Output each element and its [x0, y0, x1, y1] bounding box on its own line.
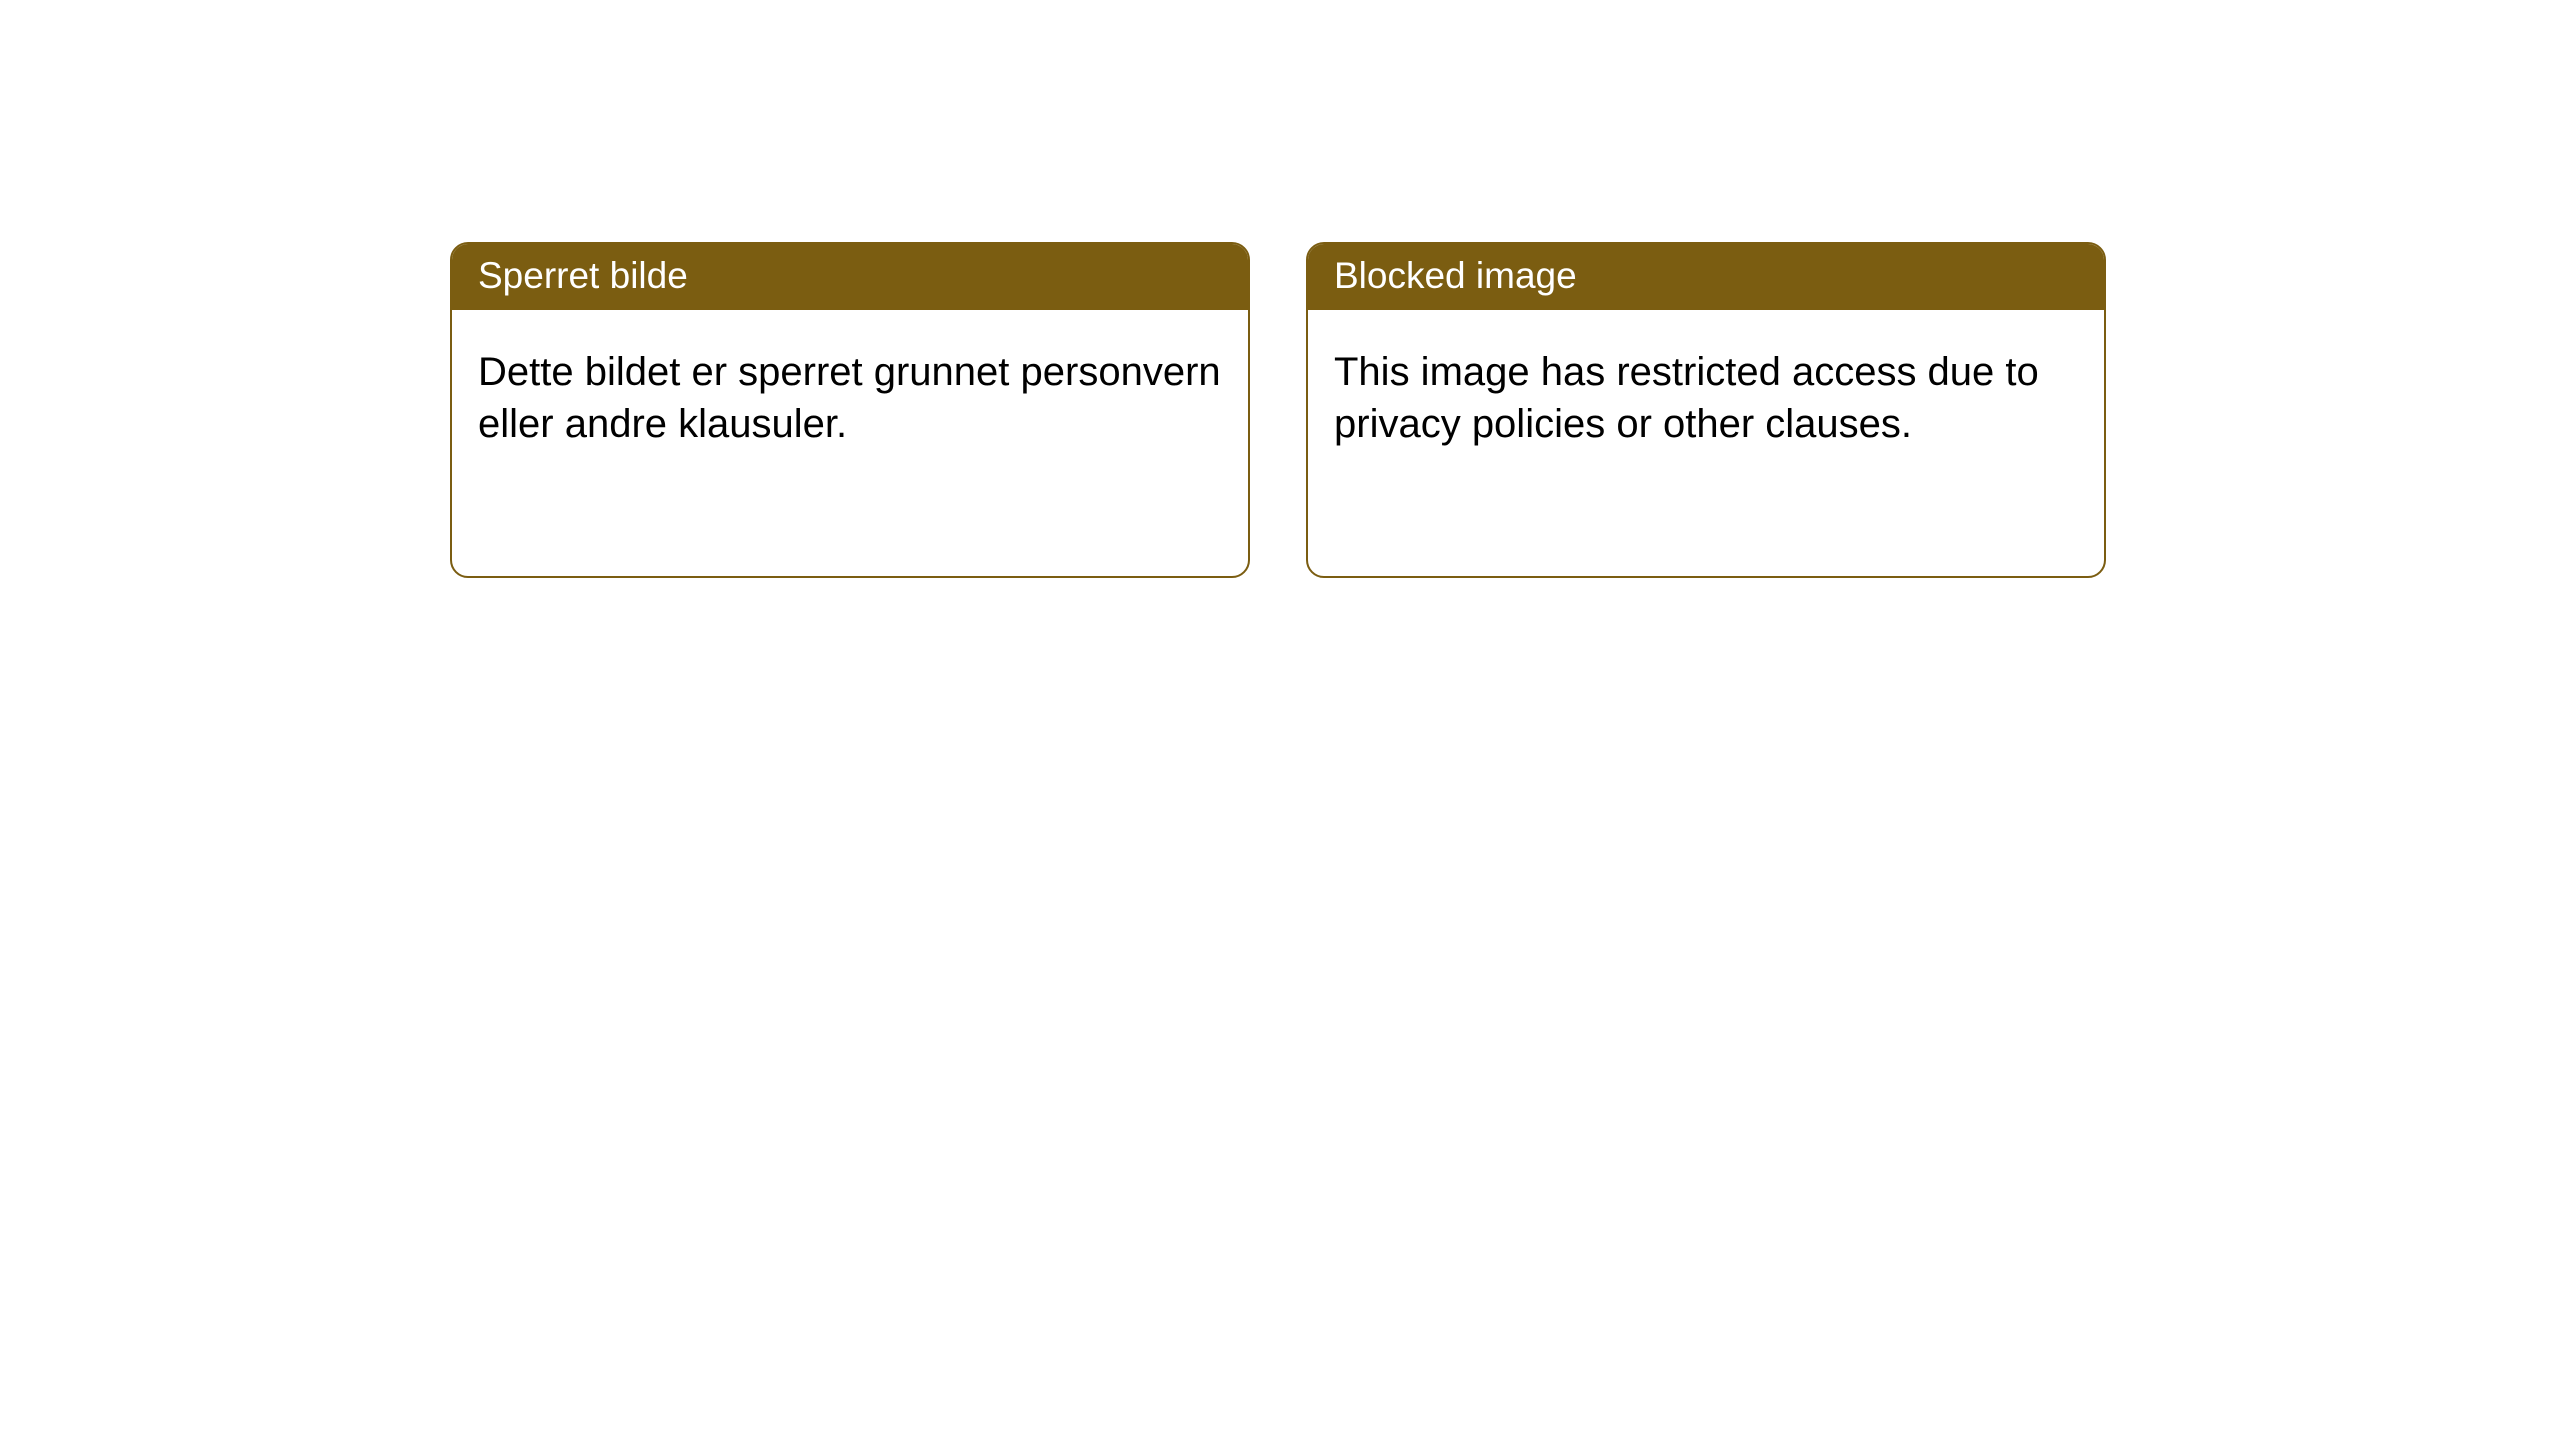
notice-message: Dette bildet er sperret grunnet personve… — [478, 350, 1221, 446]
notice-body: This image has restricted access due to … — [1308, 310, 2104, 476]
notice-body: Dette bildet er sperret grunnet personve… — [452, 310, 1248, 476]
notice-message: This image has restricted access due to … — [1334, 350, 2039, 446]
notice-card-norwegian: Sperret bilde Dette bildet er sperret gr… — [450, 242, 1250, 578]
notice-title: Sperret bilde — [478, 255, 688, 296]
notice-card-english: Blocked image This image has restricted … — [1306, 242, 2106, 578]
notice-title: Blocked image — [1334, 255, 1577, 296]
notice-header: Blocked image — [1308, 244, 2104, 310]
notice-header: Sperret bilde — [452, 244, 1248, 310]
notice-container: Sperret bilde Dette bildet er sperret gr… — [0, 0, 2560, 578]
